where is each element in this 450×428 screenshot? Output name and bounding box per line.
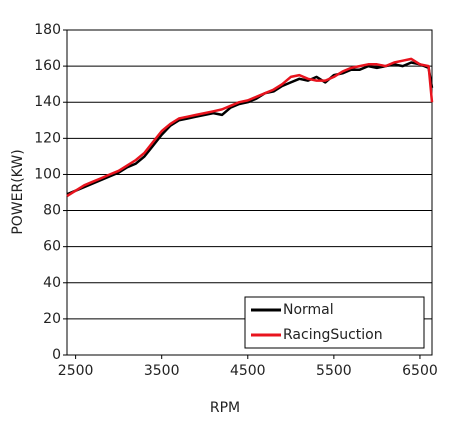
y-tick-label: 100 — [34, 166, 61, 182]
x-tick-label: 6500 — [402, 363, 438, 379]
data-line — [66, 57, 434, 198]
x-tick-label: 2500 — [58, 363, 94, 379]
data-line — [66, 61, 434, 196]
x-tick-label: 5500 — [316, 363, 352, 379]
y-tick-label: 80 — [43, 203, 61, 219]
legend-box — [244, 296, 425, 349]
y-tick-label: 0 — [52, 347, 61, 363]
legend: Normal RacingSuction — [244, 296, 425, 349]
x-axis-label: RPM — [210, 400, 240, 416]
y-tick-label: 120 — [34, 130, 61, 146]
y-axis-label: POWER(KW) — [10, 149, 26, 234]
legend-label: Normal — [283, 302, 334, 318]
plot-frame — [66, 29, 433, 356]
y-tick-label: 20 — [43, 311, 61, 327]
x-tick-label: 4500 — [230, 363, 266, 379]
y-tick-label: 40 — [43, 275, 61, 291]
y-tick-label: 160 — [34, 58, 61, 74]
y-tick-label: 180 — [34, 22, 61, 38]
legend-label: RacingSuction — [283, 327, 383, 343]
y-tick-label: 140 — [34, 94, 61, 110]
x-tick-label: 3500 — [144, 363, 180, 379]
y-tick-label: 60 — [43, 239, 61, 255]
